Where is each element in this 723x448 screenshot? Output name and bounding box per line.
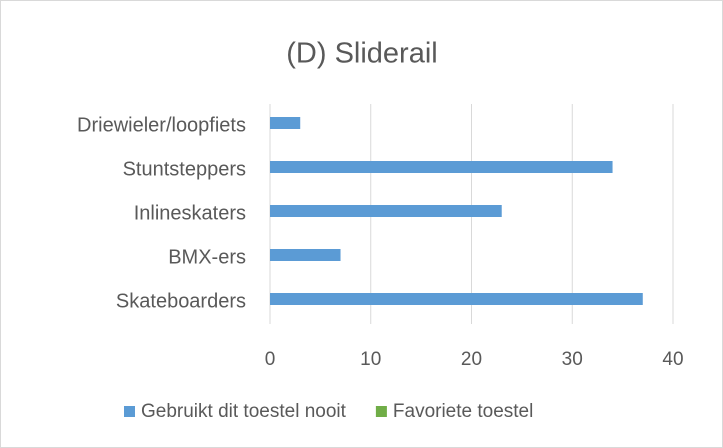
bar xyxy=(270,161,613,173)
bar xyxy=(270,249,341,261)
bar xyxy=(270,117,301,129)
x-tick-label: 30 xyxy=(562,349,583,370)
x-tick-label: 40 xyxy=(662,349,683,370)
y-tick-label: BMX-ers xyxy=(168,246,246,268)
chart-title: (D) Sliderail xyxy=(286,38,437,70)
y-tick-label: Driewieler/loopfiets xyxy=(77,114,246,136)
bar xyxy=(270,205,502,217)
legend-label: Gebruikt dit toestel nooit xyxy=(141,401,347,422)
legend-label: Favoriete toestel xyxy=(393,401,533,422)
y-tick-label: Skateboarders xyxy=(116,290,246,312)
legend-swatch xyxy=(375,406,387,417)
y-tick-label: Stuntsteppers xyxy=(123,158,246,180)
x-tick-label: 20 xyxy=(461,349,482,370)
y-tick-label: Inlineskaters xyxy=(134,202,246,224)
x-tick-label: 0 xyxy=(265,349,276,370)
bar xyxy=(270,293,643,305)
legend-swatch xyxy=(124,406,135,417)
x-tick-label: 10 xyxy=(360,349,381,370)
